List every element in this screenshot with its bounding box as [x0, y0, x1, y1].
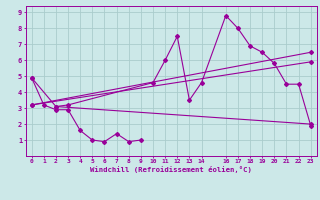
X-axis label: Windchill (Refroidissement éolien,°C): Windchill (Refroidissement éolien,°C)	[90, 166, 252, 173]
